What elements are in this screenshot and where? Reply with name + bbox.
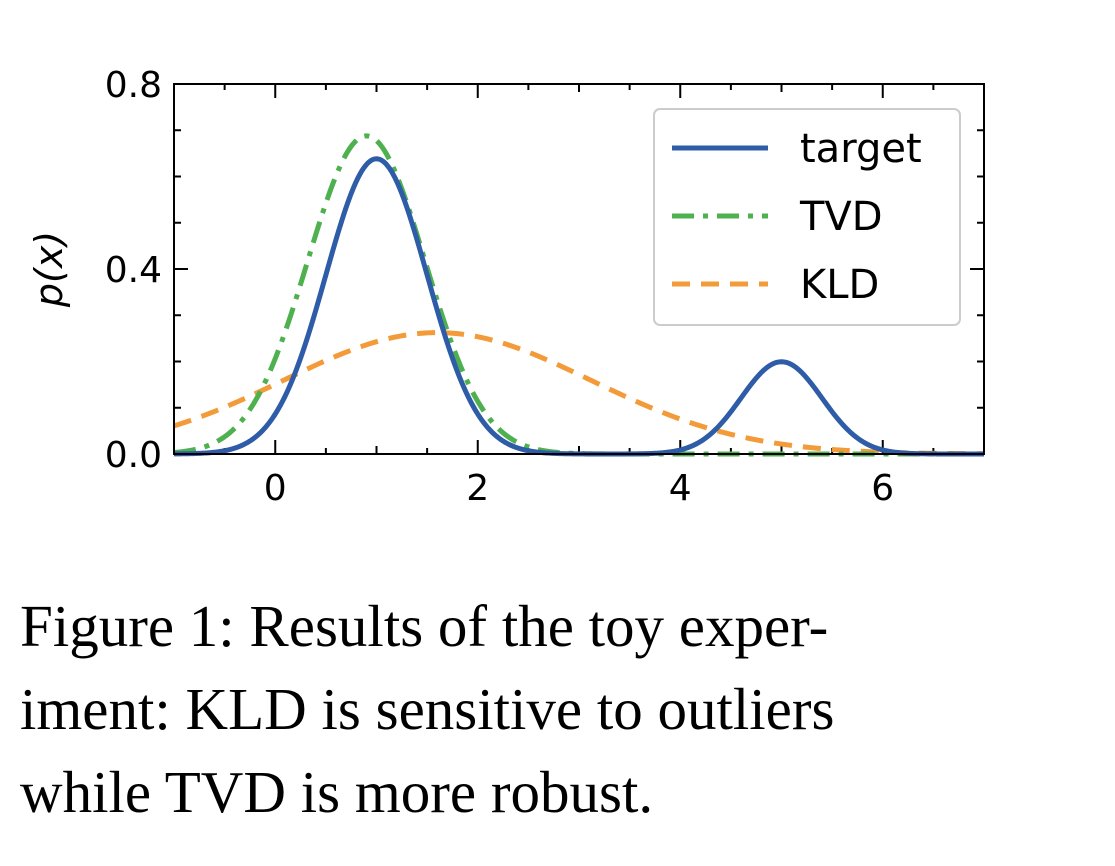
line-chart: 0 2 4 6 0.0 0.4 0.8 target TVD KLD p(x) [27, 65, 985, 509]
plot-frame [173, 83, 985, 455]
figure: 0 2 4 6 0.0 0.4 0.8 target TVD KLD p(x) [27, 65, 985, 509]
legend-label-target: target [800, 126, 922, 172]
legend-label-kld: KLD [800, 262, 879, 308]
x-tick-label: 2 [466, 468, 489, 509]
axis-tick-labels: 0 2 4 6 0.0 0.4 0.8 [105, 65, 894, 509]
x-tick-label: 0 [264, 468, 287, 509]
figure-caption: Figure 1: Results of the toy exper- imen… [20, 593, 835, 825]
series-line-kld [173, 330, 985, 457]
y-tick-label: 0.0 [105, 435, 162, 476]
legend-label-tvd: TVD [799, 194, 883, 240]
x-tick-label: 4 [669, 468, 692, 509]
x-tick-label: 6 [871, 468, 894, 509]
legend-box [653, 108, 961, 326]
y-tick-label: 0.8 [105, 65, 162, 106]
y-axis-label: p(x) [27, 231, 71, 308]
legend: target TVD KLD [653, 108, 961, 326]
y-tick-label: 0.4 [105, 250, 162, 291]
